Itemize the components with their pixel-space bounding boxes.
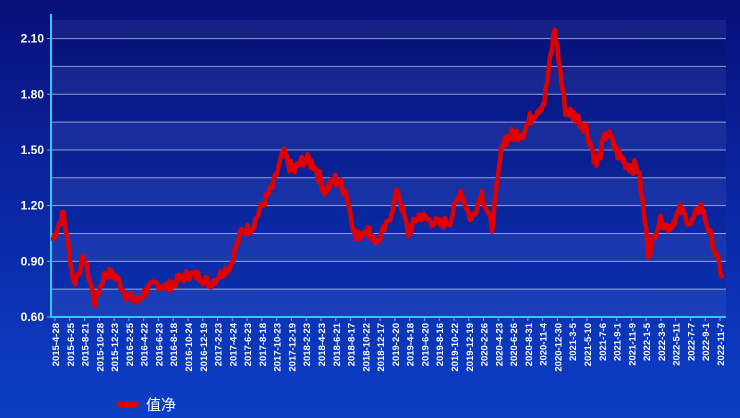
y-tick-label: 2.10 xyxy=(21,32,45,46)
plot-band xyxy=(51,261,726,290)
plot-band xyxy=(51,289,726,317)
label-layer: 0.60 0.90 1.20 1.50 1.80 2.10 2015-4-28 2015-6-… xyxy=(21,32,727,372)
legend-swatch xyxy=(118,402,138,407)
x-tick-label: 2016-4-22 xyxy=(140,323,151,366)
x-tick-label: 2017-4-24 xyxy=(228,322,239,366)
x-tick-label: 2017-12-19 xyxy=(287,323,298,372)
x-tick-label: 2021-3-5 xyxy=(568,322,579,361)
x-tick-label: 2022-11-7 xyxy=(716,323,727,366)
x-tick-label: 2021-7-6 xyxy=(598,323,609,361)
x-tick-label: 2019-6-20 xyxy=(420,323,431,366)
x-tick-label: 2017-10-23 xyxy=(273,323,284,372)
x-tick-label: 2021-11-9 xyxy=(627,323,638,366)
x-tick-label: 2017-2-23 xyxy=(214,323,225,366)
x-tick-label: 2021-5-10 xyxy=(583,323,594,366)
legend-label: 值净 xyxy=(146,396,177,414)
x-tick-label: 2016-10-24 xyxy=(184,322,195,371)
x-tick-label: 2019-2-20 xyxy=(391,323,402,366)
plot-band xyxy=(51,122,726,150)
x-tick-label: 2018-10-22 xyxy=(361,323,372,372)
plot-band xyxy=(51,149,726,178)
y-tick-label: 1.80 xyxy=(21,87,45,101)
plot-band xyxy=(51,20,726,39)
x-tick-label: 2020-6-26 xyxy=(509,323,520,366)
x-tick-label: 2016-2-25 xyxy=(125,322,136,366)
x-tick-label: 2015-10-28 xyxy=(95,323,106,372)
y-tick-label: 0.60 xyxy=(21,310,45,324)
x-tick-label: 2015-12-23 xyxy=(110,323,121,372)
legend: 值净 xyxy=(118,394,176,415)
x-tick-label: 2022-1-5 xyxy=(642,322,653,361)
x-tick-label: 2015-4-28 xyxy=(51,323,62,366)
x-tick-label: 2016-12-19 xyxy=(199,323,210,372)
x-tick-label: 2018-2-23 xyxy=(302,323,313,366)
series-line-net-value xyxy=(50,27,725,309)
x-tick-label: 2018-6-21 xyxy=(332,322,343,366)
x-tick-label: 2020-8-31 xyxy=(524,322,535,366)
y-tick-label: 1.20 xyxy=(21,199,45,213)
x-tick-label: 2019-10-22 xyxy=(450,323,461,372)
x-tick-label: 2016-6-23 xyxy=(154,323,165,366)
x-tick-label: 2019-4-18 xyxy=(406,323,417,366)
plot-band xyxy=(51,66,726,95)
y-tick-label: 1.50 xyxy=(21,143,45,157)
x-tick-label: 2019-8-16 xyxy=(435,323,446,366)
x-tick-label: 2022-9-1 xyxy=(701,322,712,361)
x-tick-label: 2018-12-17 xyxy=(376,323,387,372)
x-tick-label: 2022-7-7 xyxy=(686,323,697,361)
plot-band xyxy=(51,38,726,67)
x-tick-label: 2019-12-19 xyxy=(465,323,476,372)
x-tick-label: 2020-11-4 xyxy=(539,322,550,366)
plot-band xyxy=(51,94,726,123)
x-tick-label: 2015-6-25 xyxy=(66,322,77,366)
x-tick-label: 2015-8-21 xyxy=(81,322,92,366)
x-tick-label: 2020-4-23 xyxy=(494,323,505,366)
x-tick-label: 2016-8-18 xyxy=(169,323,180,366)
x-tick-label: 2022-5-11 xyxy=(672,322,683,366)
x-tick-label: 2018-4-23 xyxy=(317,323,328,366)
y-tick-label: 0.90 xyxy=(21,254,45,268)
x-tick-label: 2017-6-23 xyxy=(243,323,254,366)
x-tick-label: 2018-8-17 xyxy=(347,323,358,366)
x-tick-label: 2022-3-9 xyxy=(657,323,668,361)
x-tick-label: 2020-2-26 xyxy=(480,323,491,366)
grid-layer xyxy=(51,20,726,318)
x-tick-label: 2021-9-1 xyxy=(613,322,624,361)
x-tick-label: 2020-12-30 xyxy=(553,323,564,372)
axis-layer xyxy=(47,14,726,321)
plot-band xyxy=(51,233,726,262)
x-tick-label: 2017-8-18 xyxy=(258,323,269,366)
plot-band xyxy=(51,177,726,206)
series-layer xyxy=(50,27,725,309)
